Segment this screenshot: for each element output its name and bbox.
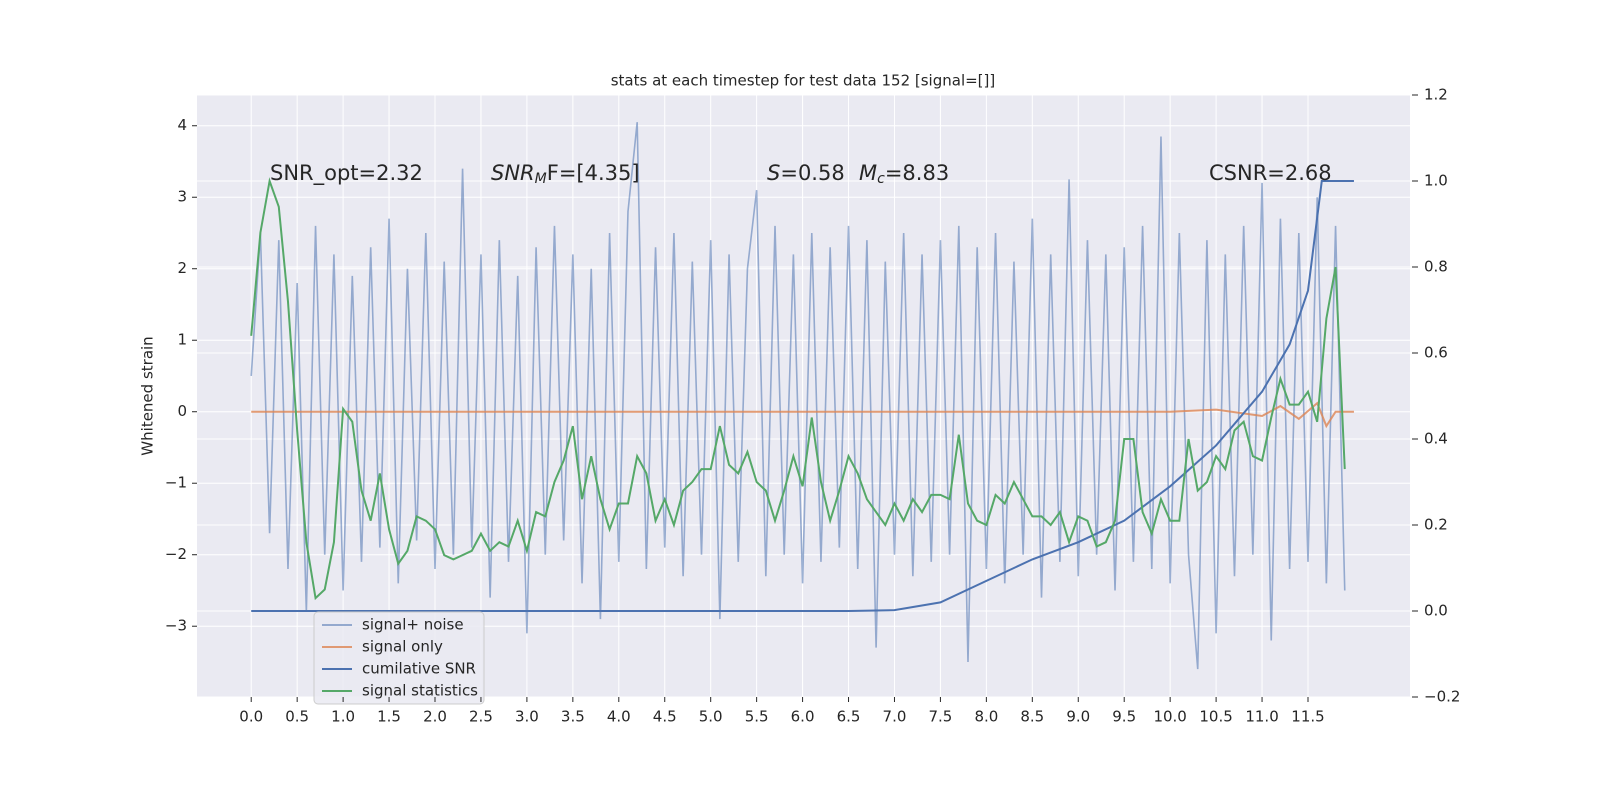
x-tick-label: 9.0 [1066,708,1090,726]
x-tick-label: 6.0 [791,708,815,726]
legend-label: cumilative SNR [362,660,476,678]
x-tick-label: 11.5 [1291,708,1324,726]
y-tick-label: −2 [165,545,187,563]
x-tick-label: 9.5 [1112,708,1136,726]
x-tick-label: 7.5 [928,708,952,726]
chart-title: stats at each timestep for test data 152… [611,72,996,90]
x-tick-label: 10.5 [1199,708,1232,726]
y-axis-label: Whitened strain [139,336,157,455]
series-line [250,122,1346,670]
y2-tick-label: −0.2 [1424,688,1460,706]
legend-label: signal+ noise [362,616,464,634]
series-line [251,180,1354,612]
series-line [250,177,1346,601]
x-tick-label: 1.0 [331,708,355,726]
annotation-part: =8.83 [885,161,949,185]
x-tick-label: 2.0 [423,708,447,726]
annotation: Mc=8.83 [859,161,949,187]
annotation-part: S [767,161,780,185]
x-tick-label: 0.0 [239,708,263,726]
x-tick-label: 10.0 [1153,708,1186,726]
x-tick-label: 8.0 [974,708,998,726]
y-tick-label: 4 [177,116,187,134]
y-tick-label: 2 [177,259,187,277]
y2-tick-label: 0.8 [1424,258,1448,276]
x-tick-label: 5.0 [699,708,723,726]
x-tick-label: 0.5 [285,708,309,726]
plot-area [197,95,1410,697]
y2-tick-label: 1.2 [1424,86,1448,104]
x-tick-label: 4.5 [653,708,677,726]
annotation-part: M [859,161,877,185]
legend-label: signal statistics [362,682,478,700]
x-tick-label: 2.5 [469,708,493,726]
x-tick-label: 7.0 [883,708,907,726]
x-tick-label: 3.0 [515,708,539,726]
y2-tick-label: 1.0 [1424,172,1448,190]
annotation: CSNR=2.68 [1209,161,1332,185]
y2-tick-label: 0.4 [1424,430,1448,448]
x-tick-label: 4.0 [607,708,631,726]
y2-tick-label: 0.2 [1424,516,1448,534]
annotation-part: c [877,171,885,187]
x-tick-label: 5.5 [745,708,769,726]
x-tick-label: 8.5 [1020,708,1044,726]
annotation: SNR_opt=2.32 [270,161,423,186]
y2-tick-label: 0.6 [1424,344,1448,362]
annotation-part: SNR [491,161,535,185]
annotation-part: M [535,171,547,187]
series-line [251,401,1354,429]
y-tick-label: 0 [177,402,187,420]
y2-tick-label: 0.0 [1424,602,1448,620]
x-tick-label: 1.5 [377,708,401,726]
x-tick-label: 6.5 [837,708,861,726]
annotation-part: =0.58 [780,161,844,185]
y-tick-label: 3 [177,188,187,206]
legend-label: signal only [362,638,443,656]
annotation: S=0.58 [767,161,845,185]
y-tick-label: −3 [165,617,187,635]
y-tick-label: −1 [165,474,187,492]
x-tick-label: 11.0 [1245,708,1278,726]
annotation-part: F=[4.35] [547,161,640,185]
x-tick-label: 3.5 [561,708,585,726]
annotation: SNRMF=[4.35] [491,161,640,187]
legend-box [313,611,485,705]
y-tick-label: 1 [177,331,187,349]
